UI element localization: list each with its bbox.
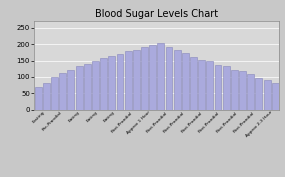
Bar — [59, 73, 66, 110]
Bar — [231, 70, 238, 110]
Bar — [133, 50, 140, 110]
Bar — [264, 80, 270, 110]
Bar — [247, 74, 254, 110]
Bar — [92, 61, 99, 110]
Bar — [43, 83, 50, 110]
Bar — [255, 78, 262, 110]
Bar — [51, 77, 58, 110]
Bar — [223, 67, 230, 110]
Bar — [117, 54, 123, 110]
Bar — [239, 71, 246, 110]
Bar — [149, 45, 156, 110]
Bar — [166, 47, 172, 110]
Bar — [84, 64, 91, 110]
Bar — [190, 57, 197, 110]
Bar — [198, 60, 205, 110]
Bar — [182, 53, 189, 110]
Bar — [174, 50, 181, 110]
Title: Blood Sugar Levels Chart: Blood Sugar Levels Chart — [95, 9, 218, 19]
Bar — [141, 47, 148, 110]
Bar — [125, 51, 132, 110]
Bar — [157, 42, 164, 110]
Bar — [76, 67, 83, 110]
Bar — [206, 61, 213, 110]
Bar — [35, 87, 42, 110]
Bar — [68, 70, 74, 110]
Bar — [215, 64, 221, 110]
Bar — [100, 58, 107, 110]
Bar — [272, 83, 279, 110]
Bar — [108, 56, 115, 110]
